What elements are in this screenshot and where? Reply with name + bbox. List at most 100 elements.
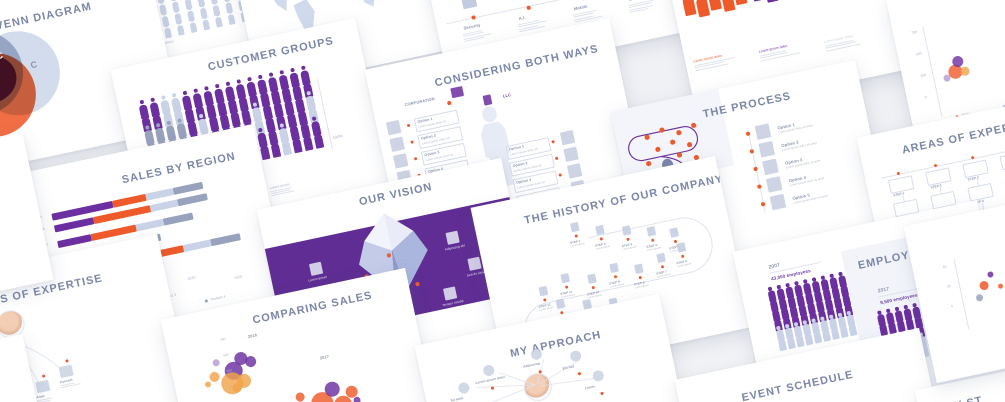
process-node [655, 147, 660, 152]
bar-product-3 [183, 239, 212, 252]
label-text: 0 [925, 95, 928, 99]
timeline-icon [570, 222, 580, 232]
bar-product-4 [210, 233, 241, 246]
approach-node [538, 370, 541, 373]
timeline-icon [556, 299, 566, 309]
bubble [960, 66, 971, 77]
timeline-icon [622, 225, 632, 235]
slide-title: CONSIDERING BOTH WAYS [434, 43, 600, 89]
slide-title: SALES BY REGION [121, 150, 237, 186]
timeline-icon [539, 286, 549, 296]
label-text: 500 [223, 353, 229, 358]
bubble [353, 396, 361, 402]
person-icon [762, 0, 778, 3]
option-node [414, 157, 418, 161]
vision-icon [309, 262, 323, 276]
label-text: 750 [220, 337, 226, 342]
process-node [659, 127, 664, 132]
option-icon [563, 147, 578, 162]
slide-title: EVENT SCHEDULE [741, 369, 855, 402]
label-text: Product 4 [210, 294, 226, 301]
vision-icon [443, 286, 457, 300]
legend-swatch [205, 299, 209, 303]
person-icon [291, 133, 303, 153]
label-text: 500 [916, 51, 923, 56]
process-node [691, 123, 696, 128]
option-node [551, 140, 555, 144]
timeline-node [746, 132, 750, 136]
bar-product-3 [145, 188, 174, 201]
bar-product-1 [57, 234, 92, 248]
feature-desc [463, 28, 494, 44]
label-text: $225 [187, 275, 195, 281]
process-node [687, 142, 692, 147]
showcase-canvas: Lorem ipsum dolor sit amet consectetur [0, 0, 1005, 402]
bubble [975, 294, 983, 302]
bubble [943, 74, 951, 82]
person-icon [259, 140, 271, 160]
venn-label-c: C [30, 59, 38, 70]
bar-product-4 [177, 193, 208, 206]
timeline-icon [560, 273, 570, 283]
person-icon [719, 0, 735, 12]
process-node [676, 130, 681, 135]
bubble [979, 280, 990, 291]
option-node [558, 173, 562, 177]
timeline-icon [587, 273, 597, 283]
bubble [987, 271, 994, 278]
option-icon [762, 159, 779, 176]
person-icon [280, 135, 292, 155]
left-header: CORPORATION [404, 96, 435, 107]
label-text: Security [463, 22, 481, 30]
bubble [998, 283, 1004, 289]
person-icon [777, 335, 787, 352]
person-icon [171, 0, 180, 13]
slide-title: VENN DIAGRAM [0, 1, 93, 33]
label-text: A.I. [518, 15, 526, 21]
option-icon [755, 123, 772, 140]
option-icon [766, 176, 783, 193]
label-text: Mobile [573, 4, 588, 12]
bar-product-4 [163, 213, 194, 226]
node-corporation [447, 101, 452, 106]
person-icon [302, 131, 314, 151]
option-icon [770, 194, 787, 211]
axis-label-100: 100% [332, 133, 343, 140]
label-text: 0 [230, 385, 233, 389]
approach-node [578, 372, 581, 375]
timeline-node [749, 149, 753, 153]
bar-product-1 [54, 217, 95, 232]
person-icon [839, 322, 849, 339]
year-2016: 2016 [247, 332, 257, 339]
tree-node[interactable] [1000, 152, 1005, 171]
bar-product-4 [173, 182, 204, 195]
panel-1-year: 2007 [768, 262, 781, 270]
option-node [407, 124, 411, 128]
feature-desc [628, 0, 659, 14]
timeline-icon [677, 242, 687, 252]
vision-node [387, 253, 391, 257]
person-icon [821, 326, 831, 343]
feature-icon [461, 0, 478, 9]
icon-corporation [450, 86, 464, 98]
approach-node [600, 392, 603, 395]
person-icon [312, 129, 324, 149]
timeline-icon [669, 227, 679, 237]
vision-icon [445, 231, 459, 245]
timeline-node [471, 15, 475, 19]
person-icon [694, 0, 710, 18]
bar-product-3 [150, 199, 179, 212]
vision-icon [467, 257, 481, 271]
year-2017: 2017 [319, 354, 329, 361]
label-text: 0 [951, 304, 954, 308]
bubble [212, 359, 220, 367]
person-icon [786, 333, 796, 350]
option-icon [386, 120, 401, 135]
timeline-node [761, 202, 765, 206]
bubble [209, 371, 221, 383]
timeline-icon [595, 225, 605, 235]
option-icon [393, 153, 408, 168]
person-icon [269, 138, 281, 158]
person-icon [749, 0, 765, 2]
slide-title: MY ST [944, 395, 984, 402]
